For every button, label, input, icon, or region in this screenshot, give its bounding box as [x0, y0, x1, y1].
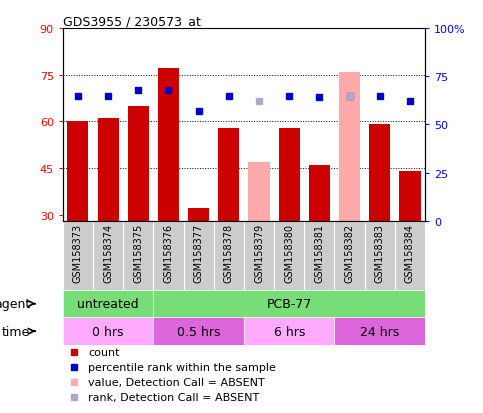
FancyBboxPatch shape [213, 221, 244, 290]
Text: count: count [88, 348, 120, 358]
Bar [154, 318, 184, 345]
Text: time: time [2, 325, 30, 338]
FancyBboxPatch shape [395, 221, 425, 290]
FancyBboxPatch shape [154, 318, 244, 345]
FancyBboxPatch shape [63, 221, 93, 290]
Bar [63, 290, 93, 318]
FancyBboxPatch shape [154, 290, 425, 318]
Bar [395, 318, 425, 345]
Text: GSM158380: GSM158380 [284, 223, 294, 282]
FancyBboxPatch shape [93, 221, 123, 290]
Bar [123, 318, 154, 345]
Text: GSM158381: GSM158381 [314, 223, 325, 282]
Text: 6 hrs: 6 hrs [273, 325, 305, 338]
Bar [274, 318, 304, 345]
Text: agent: agent [0, 297, 30, 311]
Bar [369, 125, 390, 221]
Bar [304, 290, 334, 318]
FancyBboxPatch shape [334, 221, 365, 290]
Text: 0 hrs: 0 hrs [92, 325, 124, 338]
Bar [123, 290, 154, 318]
Text: GSM158379: GSM158379 [254, 223, 264, 282]
Text: GSM158376: GSM158376 [163, 223, 173, 282]
Bar [274, 290, 304, 318]
Bar [67, 122, 88, 221]
Bar [309, 166, 330, 221]
Bar [304, 318, 334, 345]
Text: PCB-77: PCB-77 [267, 297, 312, 311]
Text: untreated: untreated [77, 297, 139, 311]
Bar [218, 128, 240, 221]
Bar [279, 128, 300, 221]
Text: GSM158382: GSM158382 [344, 223, 355, 282]
Bar [399, 172, 421, 221]
FancyBboxPatch shape [244, 221, 274, 290]
Bar [93, 318, 123, 345]
Bar [188, 209, 209, 221]
Bar [184, 318, 213, 345]
FancyBboxPatch shape [184, 221, 213, 290]
Bar [93, 290, 123, 318]
Text: 24 hrs: 24 hrs [360, 325, 399, 338]
Bar [158, 69, 179, 221]
FancyBboxPatch shape [123, 221, 154, 290]
Bar [248, 162, 270, 221]
FancyBboxPatch shape [244, 318, 334, 345]
Text: value, Detection Call = ABSENT: value, Detection Call = ABSENT [88, 377, 265, 387]
Bar [63, 318, 93, 345]
Text: 0.5 hrs: 0.5 hrs [177, 325, 220, 338]
Text: percentile rank within the sample: percentile rank within the sample [88, 363, 276, 373]
Text: GSM158384: GSM158384 [405, 223, 415, 282]
Bar [128, 107, 149, 221]
FancyBboxPatch shape [63, 290, 154, 318]
FancyBboxPatch shape [304, 221, 334, 290]
Text: GSM158374: GSM158374 [103, 223, 113, 282]
Text: GSM158383: GSM158383 [375, 223, 385, 282]
Bar [334, 290, 365, 318]
Bar [365, 318, 395, 345]
Bar [184, 290, 213, 318]
Bar [334, 318, 365, 345]
Bar [365, 290, 395, 318]
FancyBboxPatch shape [154, 221, 184, 290]
Bar [395, 290, 425, 318]
Bar [154, 290, 184, 318]
Bar [244, 318, 274, 345]
Bar [213, 318, 244, 345]
FancyBboxPatch shape [334, 318, 425, 345]
Text: GSM158373: GSM158373 [73, 223, 83, 282]
Text: GDS3955 / 230573_at: GDS3955 / 230573_at [63, 15, 200, 28]
Bar [244, 290, 274, 318]
Bar [339, 72, 360, 221]
FancyBboxPatch shape [63, 318, 154, 345]
FancyBboxPatch shape [365, 221, 395, 290]
Bar [213, 290, 244, 318]
Bar [98, 119, 119, 221]
Text: GSM158378: GSM158378 [224, 223, 234, 282]
Text: rank, Detection Call = ABSENT: rank, Detection Call = ABSENT [88, 392, 259, 402]
Text: GSM158377: GSM158377 [194, 223, 204, 282]
Text: GSM158375: GSM158375 [133, 223, 143, 282]
FancyBboxPatch shape [274, 221, 304, 290]
